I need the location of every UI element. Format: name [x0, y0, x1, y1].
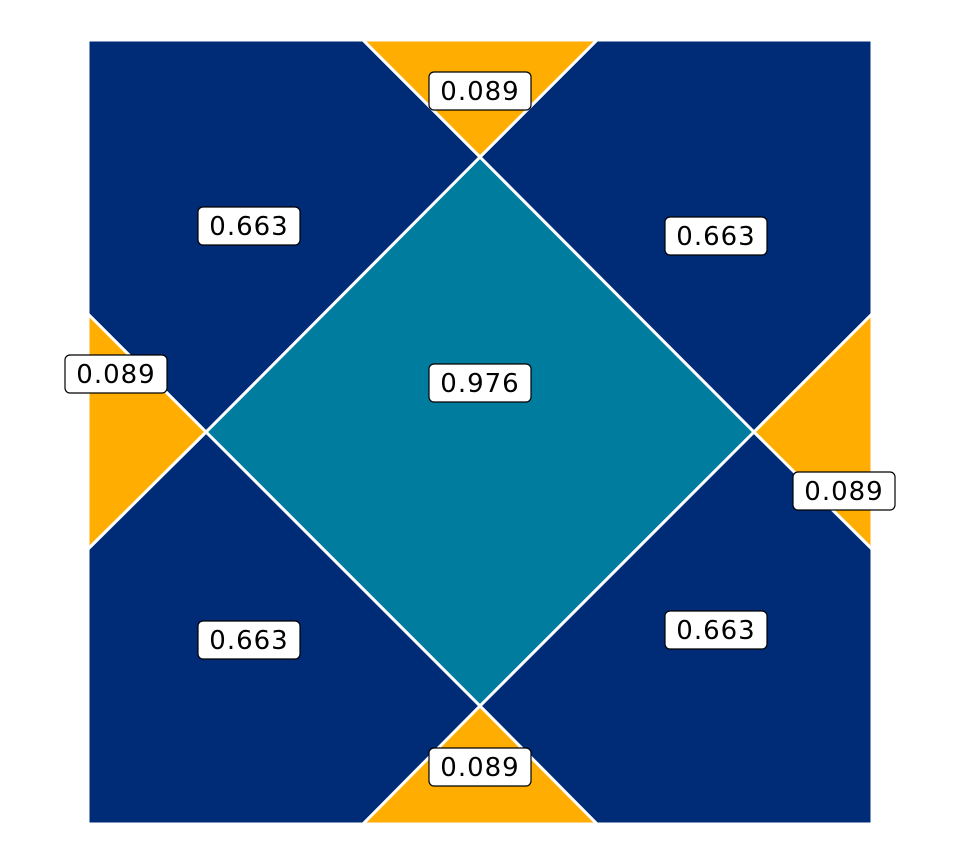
label-box-tl	[197, 206, 301, 246]
label-box-bl	[197, 620, 301, 660]
label-text-bl: 0.663	[209, 626, 288, 656]
label-box-center	[428, 363, 532, 403]
label-box-top	[428, 71, 532, 111]
label-box-left	[64, 354, 168, 394]
label-text-top: 0.089	[440, 77, 519, 107]
label-center: 0.976	[428, 363, 532, 403]
label-box-right	[792, 471, 896, 511]
label-br: 0.663	[664, 610, 768, 650]
label-tr: 0.663	[664, 216, 768, 256]
label-tl: 0.663	[197, 206, 301, 246]
label-top: 0.089	[428, 71, 532, 111]
label-text-tr: 0.663	[676, 222, 755, 252]
label-text-bottom: 0.089	[440, 753, 519, 783]
labels-layer: 0.976 0.663 0.663 0.663 0.663 0.089 0.089 0.089…	[64, 71, 896, 787]
label-right: 0.089	[792, 471, 896, 511]
label-box-tr	[664, 216, 768, 256]
label-text-center: 0.976	[440, 369, 519, 399]
label-box-br	[664, 610, 768, 650]
label-bottom: 0.089	[428, 747, 532, 787]
label-text-left: 0.089	[76, 360, 155, 390]
label-box-bottom	[428, 747, 532, 787]
label-text-right: 0.089	[804, 477, 883, 507]
label-text-br: 0.663	[676, 616, 755, 646]
label-bl: 0.663	[197, 620, 301, 660]
label-text-tl: 0.663	[209, 212, 288, 242]
regions-layer	[86, 38, 874, 826]
label-left: 0.089	[64, 354, 168, 394]
